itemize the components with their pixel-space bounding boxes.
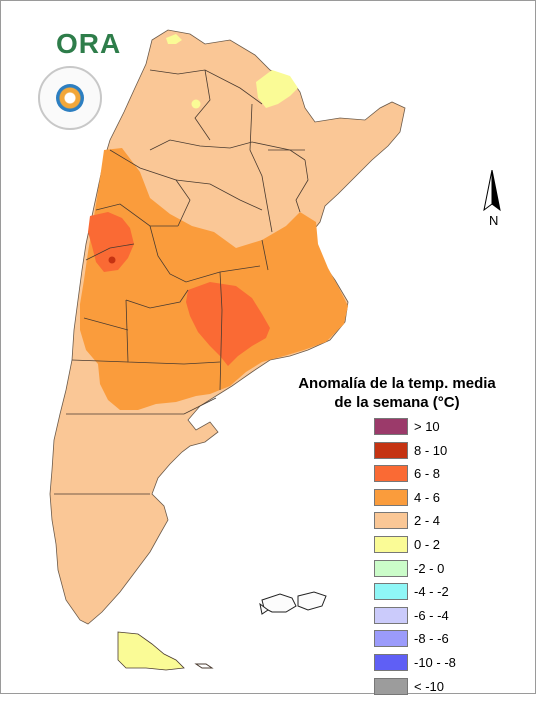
ora-logo: ORA [56, 28, 122, 59]
north-arrow-label: N [489, 213, 499, 228]
legend-swatch [374, 677, 408, 695]
legend-swatch [374, 512, 408, 530]
legend-swatch [374, 630, 408, 648]
anomaly-band-0-2-spot [191, 99, 201, 109]
legend-label: 8 - 10 [414, 442, 448, 458]
legend-title-line2: de la semana (°C) [334, 394, 460, 411]
isla-de-los-estados [194, 663, 214, 669]
legend-swatch [374, 441, 408, 459]
legend-label: -8 - -6 [414, 631, 449, 647]
tierra-del-fuego [117, 631, 185, 671]
legend-title: Anomalía de la temp. media de la semana … [282, 374, 512, 412]
legend-swatch [374, 418, 408, 435]
legend-label: > 10 [414, 419, 440, 434]
province-borders [54, 69, 309, 495]
anomaly-band-0-2-north [256, 70, 298, 108]
legend-title-line1: Anomalía de la temp. media [298, 375, 496, 392]
anomaly-band-0-2-top [166, 34, 182, 44]
legend-label: -6 - -4 [414, 607, 449, 623]
anomaly-band-8-10 [108, 256, 116, 264]
legend-label: -10 - -8 [414, 654, 456, 670]
legend-label: -2 - 0 [414, 560, 445, 576]
legend-swatch [374, 583, 408, 601]
legend-swatch [374, 559, 408, 577]
legend-label: 6 - 8 [414, 466, 441, 482]
legend-swatch [374, 535, 408, 553]
legend-swatch [374, 653, 408, 671]
legend-label: -4 - -2 [414, 584, 449, 600]
north-arrow-icon [483, 170, 501, 212]
legend-label: 0 - 2 [414, 536, 441, 552]
legend-swatch [374, 488, 408, 506]
legend-swatch [374, 465, 408, 483]
legend-swatch [374, 606, 408, 624]
seal-emblem-icon [56, 84, 84, 112]
legend-label: 2 - 4 [414, 513, 441, 529]
anomaly-band-6-8-east [186, 282, 270, 366]
legend-label: 4 - 6 [414, 489, 441, 505]
legend-label: < -10 [414, 678, 444, 694]
smn-seal-logo [38, 66, 102, 130]
anomaly-band-6-8-west [88, 212, 134, 272]
malvinas-islands [259, 591, 327, 615]
anomaly-band-4-6 [80, 148, 348, 410]
